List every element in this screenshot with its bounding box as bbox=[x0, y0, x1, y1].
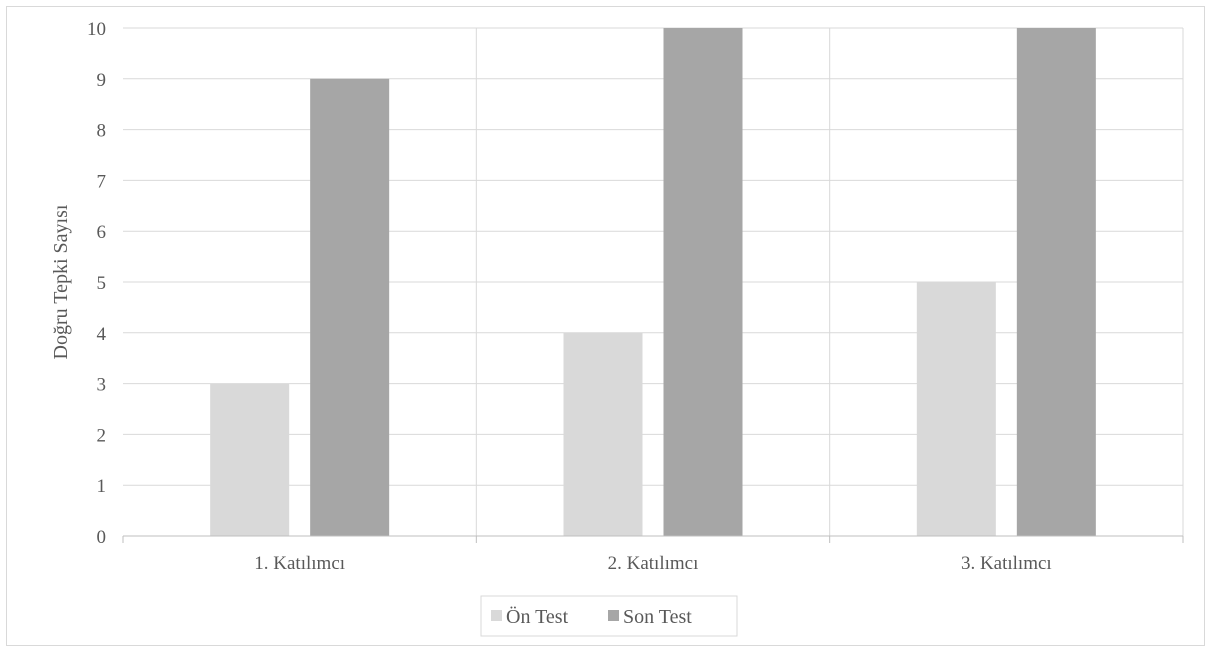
y-tick-label: 4 bbox=[97, 324, 107, 345]
y-axis-title: Doğru Tepki Sayısı bbox=[50, 204, 72, 359]
x-tick-label: 2. Katılımcı bbox=[608, 553, 699, 574]
x-tick-label: 3. Katılımcı bbox=[961, 553, 1052, 574]
gridlines bbox=[123, 27, 1184, 536]
bar bbox=[210, 383, 290, 536]
x-tick-label: 1. Katılımcı bbox=[254, 553, 345, 574]
y-tick-label: 5 bbox=[97, 273, 107, 294]
bar bbox=[663, 28, 743, 536]
bar bbox=[1016, 28, 1096, 536]
y-tick-label: 2 bbox=[97, 425, 107, 446]
legend-swatch-son-test bbox=[608, 610, 619, 621]
bar bbox=[310, 78, 390, 537]
bar bbox=[916, 282, 996, 536]
legend-label-son-test: Son Test bbox=[623, 606, 692, 628]
y-tick-label: 6 bbox=[97, 222, 107, 243]
y-tick-label: 9 bbox=[97, 70, 107, 91]
y-tick-label: 1 bbox=[97, 476, 107, 497]
y-tick-label: 0 bbox=[97, 527, 107, 548]
legend-label-on-test: Ön Test bbox=[506, 605, 569, 628]
axes: 0 1 2 3 4 5 6 7 8 9 10 1. Katılımcı 2. Katılımcı 3. K… bbox=[87, 19, 1184, 574]
chart-frame bbox=[6, 6, 1205, 646]
bar bbox=[563, 332, 643, 536]
y-tick-label: 10 bbox=[87, 19, 106, 40]
legend-swatch-on-test bbox=[491, 610, 502, 621]
bars bbox=[210, 28, 1096, 537]
y-tick-label: 3 bbox=[97, 375, 107, 396]
y-tick-label: 7 bbox=[97, 171, 107, 192]
legend: Ön Test Son Test bbox=[480, 595, 738, 637]
y-tick-label: 8 bbox=[97, 121, 107, 142]
